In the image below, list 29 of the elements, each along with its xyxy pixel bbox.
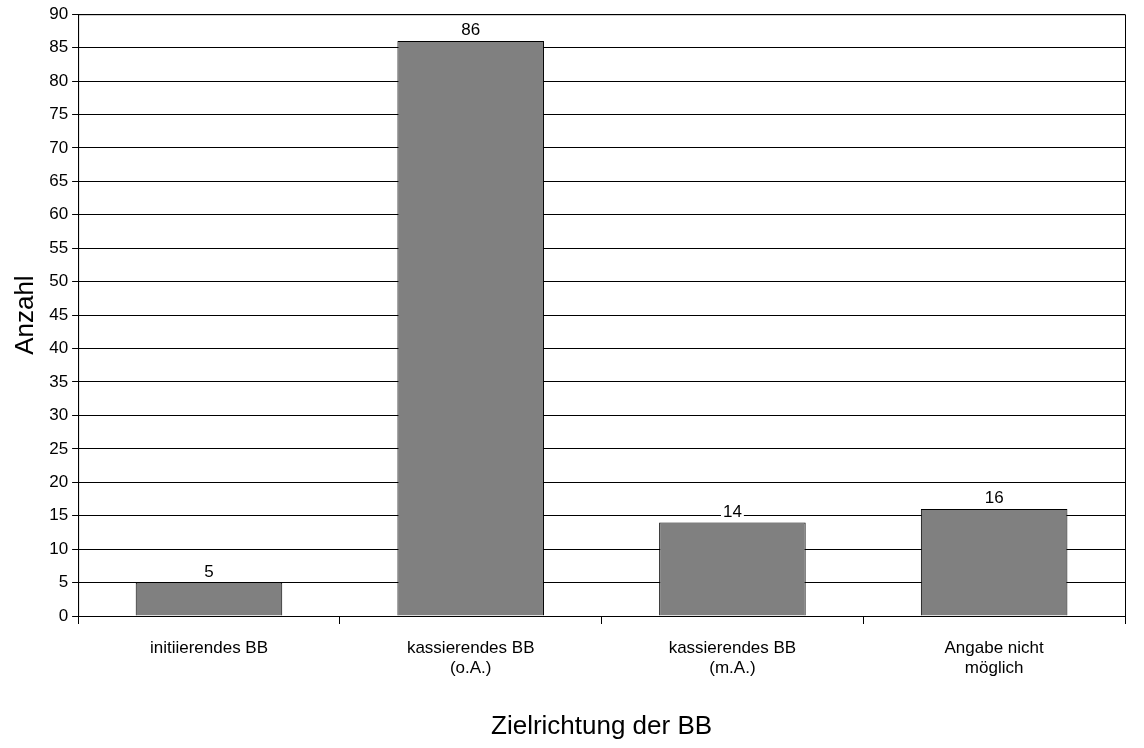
y-tick-label: 45 — [49, 304, 69, 324]
y-tick-label: 30 — [49, 405, 69, 425]
data-label: 16 — [984, 488, 1004, 508]
y-axis-title: Anzahl — [8, 275, 39, 355]
y-tick-label: 60 — [49, 204, 69, 224]
y-tick-label: 65 — [49, 171, 69, 191]
x-tick-label: initiierendes BB — [149, 637, 269, 657]
data-label: 5 — [204, 561, 214, 581]
x-tick-label: kassierendes BB (o.A.) — [406, 637, 535, 678]
x-tick-label: kassierendes BB (m.A.) — [668, 637, 797, 678]
data-label: 86 — [461, 20, 481, 40]
y-tick-label: 90 — [49, 3, 69, 23]
y-tick-label: 70 — [49, 137, 69, 157]
y-tick-label: 25 — [49, 438, 69, 458]
y-tick-label: 15 — [49, 505, 69, 525]
y-tick-label: 20 — [49, 471, 69, 491]
y-tick-label: 55 — [49, 237, 69, 257]
y-tick-label: 40 — [49, 338, 69, 358]
y-tick-label: 80 — [49, 70, 69, 90]
y-tick-label: 0 — [58, 605, 69, 625]
x-tick-label: Angabe nicht möglich — [944, 637, 1045, 678]
y-tick-label: 35 — [49, 371, 69, 391]
data-label: 14 — [722, 501, 742, 521]
y-tick-label: 85 — [49, 37, 69, 57]
y-tick-label: 50 — [49, 271, 69, 291]
y-tick-label: 5 — [58, 572, 69, 592]
y-tick-label: 75 — [49, 104, 69, 124]
y-tick-label: 10 — [49, 538, 69, 558]
x-axis-title: Zielrichtung der BB — [491, 709, 713, 740]
